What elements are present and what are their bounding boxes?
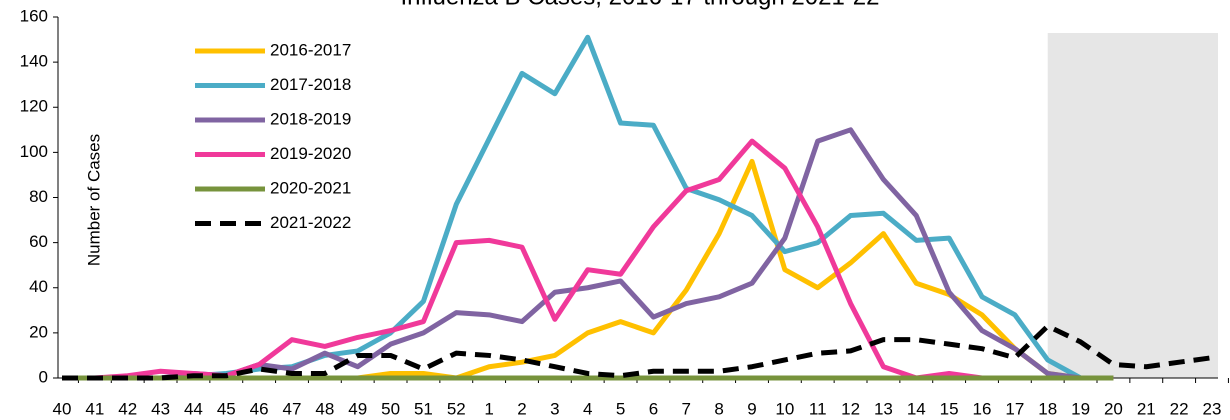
x-tick-label: 16 xyxy=(973,399,992,418)
y-tick-label: 140 xyxy=(20,52,48,71)
x-tick-label: 11 xyxy=(809,399,827,418)
legend-label: 2019-2020 xyxy=(270,144,351,163)
x-tick-label: 23 xyxy=(1203,399,1222,418)
x-tick-label: 19 xyxy=(1071,399,1090,418)
x-tick-label: 45 xyxy=(217,399,236,418)
x-tick-label: 3 xyxy=(550,399,559,418)
x-tick-label: 21 xyxy=(1137,399,1156,418)
x-tick-label: 44 xyxy=(184,399,203,418)
x-tick-label: 48 xyxy=(315,399,334,418)
x-tick-label: 12 xyxy=(841,399,860,418)
series-line xyxy=(62,323,1213,381)
chart-title: Influenza B Cases, 2016-17 through 2021-… xyxy=(400,0,879,10)
x-tick-label: 6 xyxy=(649,399,658,418)
x-tick-label: 17 xyxy=(1005,399,1024,418)
x-tick-label: 7 xyxy=(682,399,691,418)
series-line xyxy=(62,34,1114,381)
y-tick-label: 160 xyxy=(20,6,48,25)
x-tick-label: 40 xyxy=(53,399,72,418)
x-tick-label: 4 xyxy=(583,399,592,418)
y-tick-label: 80 xyxy=(29,187,48,206)
x-tick-label: 50 xyxy=(381,399,400,418)
x-tick-label: 42 xyxy=(118,399,137,418)
x-tick-label: 1 xyxy=(484,399,493,418)
x-tick-label: 2 xyxy=(517,399,526,418)
y-tick-label: 40 xyxy=(29,277,48,296)
shaded-region xyxy=(1047,33,1218,378)
y-tick-label: 0 xyxy=(39,367,48,386)
legend-label: 2018-2019 xyxy=(270,109,351,128)
x-tick-label: 41 xyxy=(85,399,104,418)
x-tick-label: 47 xyxy=(283,399,302,418)
x-tick-label: 22 xyxy=(1170,399,1189,418)
y-axis-label: Number of Cases xyxy=(84,134,103,266)
legend-label: 2016-2017 xyxy=(270,40,351,59)
y-tick-label: 60 xyxy=(29,232,48,251)
legend-label: 2017-2018 xyxy=(270,75,351,94)
x-tick-label: 15 xyxy=(940,399,959,418)
y-tick-label: 100 xyxy=(20,142,48,161)
x-tick-label: 46 xyxy=(250,399,269,418)
x-tick-label: 14 xyxy=(907,399,926,418)
x-tick-label: 10 xyxy=(775,399,794,418)
x-tick-label: 49 xyxy=(348,399,367,418)
x-tick-label: 18 xyxy=(1038,399,1057,418)
x-tick-label: 51 xyxy=(414,399,433,418)
y-tick-label: 120 xyxy=(20,97,48,116)
x-tick-label: 20 xyxy=(1104,399,1123,418)
x-tick-label: 9 xyxy=(747,399,756,418)
x-tick-label: 13 xyxy=(874,399,893,418)
x-tick-label: 8 xyxy=(714,399,723,418)
y-tick-label: 20 xyxy=(29,322,48,341)
x-tick-label: 5 xyxy=(616,399,625,418)
x-tick-label: 43 xyxy=(151,399,170,418)
legend-label: 2021-2022 xyxy=(270,213,351,232)
series-line xyxy=(62,138,1114,381)
legend-label: 2020-2021 xyxy=(270,178,351,197)
x-tick-label: 52 xyxy=(447,399,466,418)
